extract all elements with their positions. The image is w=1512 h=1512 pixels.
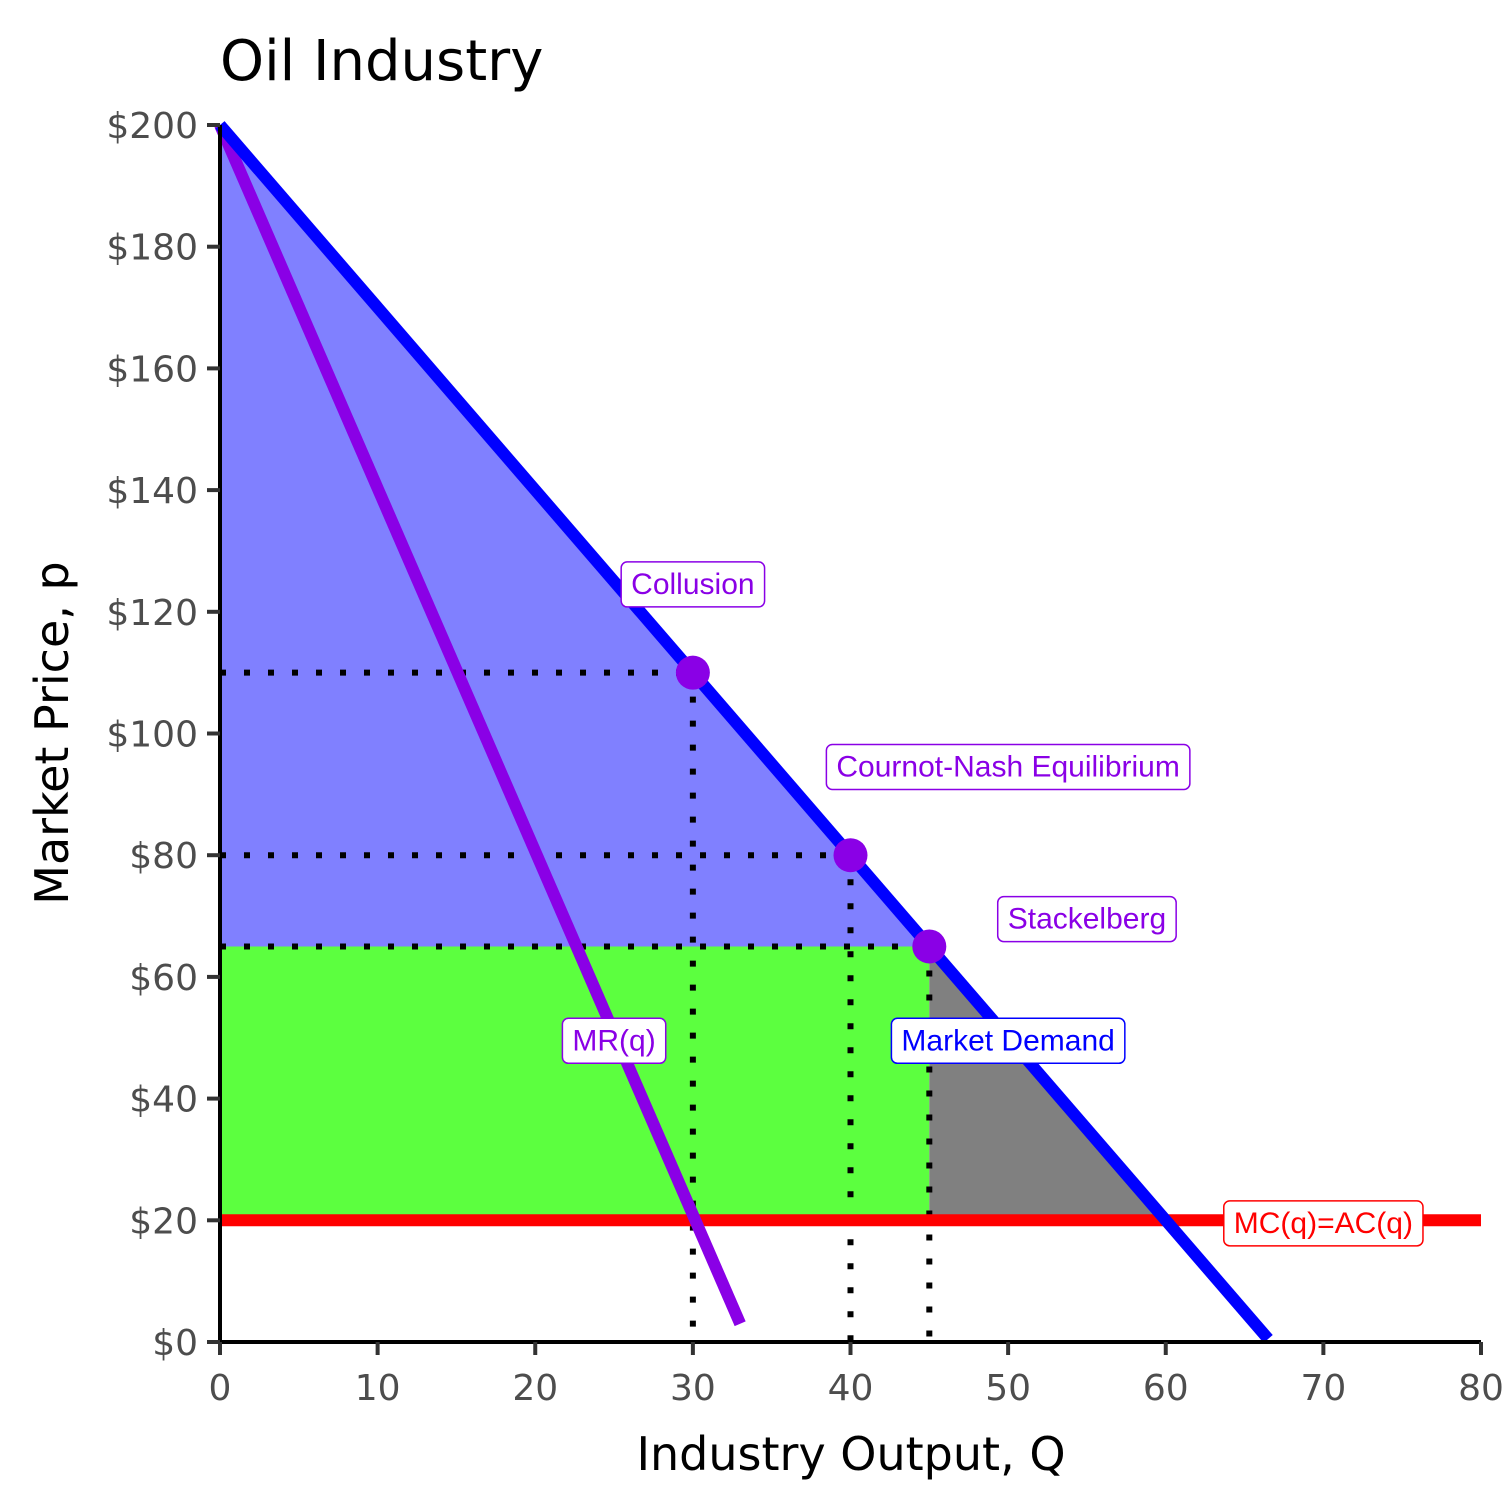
collusion-point xyxy=(675,655,710,690)
collusion-label-text: Collusion xyxy=(631,568,754,601)
y-axis-title: Market Price, p xyxy=(25,561,79,904)
x-tick-label: 0 xyxy=(209,1368,232,1409)
stackelberg-label-text: Stackelberg xyxy=(1008,903,1166,936)
y-tick-label: $40 xyxy=(129,1080,198,1121)
mc-label-box xyxy=(1223,1200,1424,1247)
y-tick-label: $180 xyxy=(106,228,198,269)
x-tick-label: 60 xyxy=(1143,1368,1189,1409)
collusion-label-box xyxy=(620,561,766,608)
x-tick-label: 40 xyxy=(828,1368,874,1409)
y-tick-label: $0 xyxy=(152,1323,198,1364)
y-tick-label: $160 xyxy=(106,349,198,390)
cournot-label: Cournot-Nash Equilibrium xyxy=(825,743,1191,791)
mr-q-line xyxy=(214,122,746,1327)
mc-label: MC(q)=AC(q) xyxy=(1223,1200,1424,1247)
mr-label: MR(q) xyxy=(561,1017,667,1065)
x-tick-label: 20 xyxy=(512,1368,558,1409)
x-tick-label: 10 xyxy=(355,1368,401,1409)
y-tick-label: $80 xyxy=(129,836,198,877)
collusion-label: Collusion xyxy=(620,561,766,608)
cournot-nash-point xyxy=(833,838,868,873)
y-tick-label: $200 xyxy=(106,106,198,147)
chart-title: Oil Industry xyxy=(220,29,543,94)
x-tick-label: 70 xyxy=(1300,1368,1346,1409)
x-axis-title: Industry Output, Q xyxy=(636,1427,1065,1481)
demand-label-box xyxy=(890,1017,1126,1065)
stackelberg-point xyxy=(912,929,947,964)
x-tick-label: 30 xyxy=(670,1368,716,1409)
y-tick-label: $20 xyxy=(129,1201,198,1242)
x-tick-label: 50 xyxy=(985,1368,1031,1409)
stackelberg-label: Stackelberg xyxy=(996,895,1177,943)
mr-label-text: MR(q) xyxy=(572,1024,655,1057)
stackelberg-label-box xyxy=(996,895,1177,943)
mr-label-box xyxy=(561,1017,667,1065)
y-tick-label: $100 xyxy=(106,715,198,756)
cournot-label-text: Cournot-Nash Equilibrium xyxy=(836,750,1179,783)
y-tick-label: $140 xyxy=(106,471,198,512)
x-tick-label: 80 xyxy=(1458,1368,1504,1409)
points-layer xyxy=(675,655,947,964)
demand-label: Market Demand xyxy=(890,1017,1126,1065)
annotations-layer: Collusion Cournot-Nash Equilibrium Stackel… xyxy=(561,561,1424,1247)
profit-region xyxy=(220,946,930,1221)
mc-label-text: MC(q)=AC(q) xyxy=(1234,1207,1413,1240)
market-demand-line xyxy=(215,121,1273,1343)
axes-layer: 0 10 20 30 40 50 60 70 80 $0 $20 $40 $60 $80 $100 $120 $… xyxy=(106,106,1504,1409)
y-tick-label: $60 xyxy=(129,958,198,999)
demand-label-text: Market Demand xyxy=(901,1024,1114,1057)
y-tick-label: $120 xyxy=(106,593,198,634)
cournot-label-box xyxy=(825,743,1191,791)
